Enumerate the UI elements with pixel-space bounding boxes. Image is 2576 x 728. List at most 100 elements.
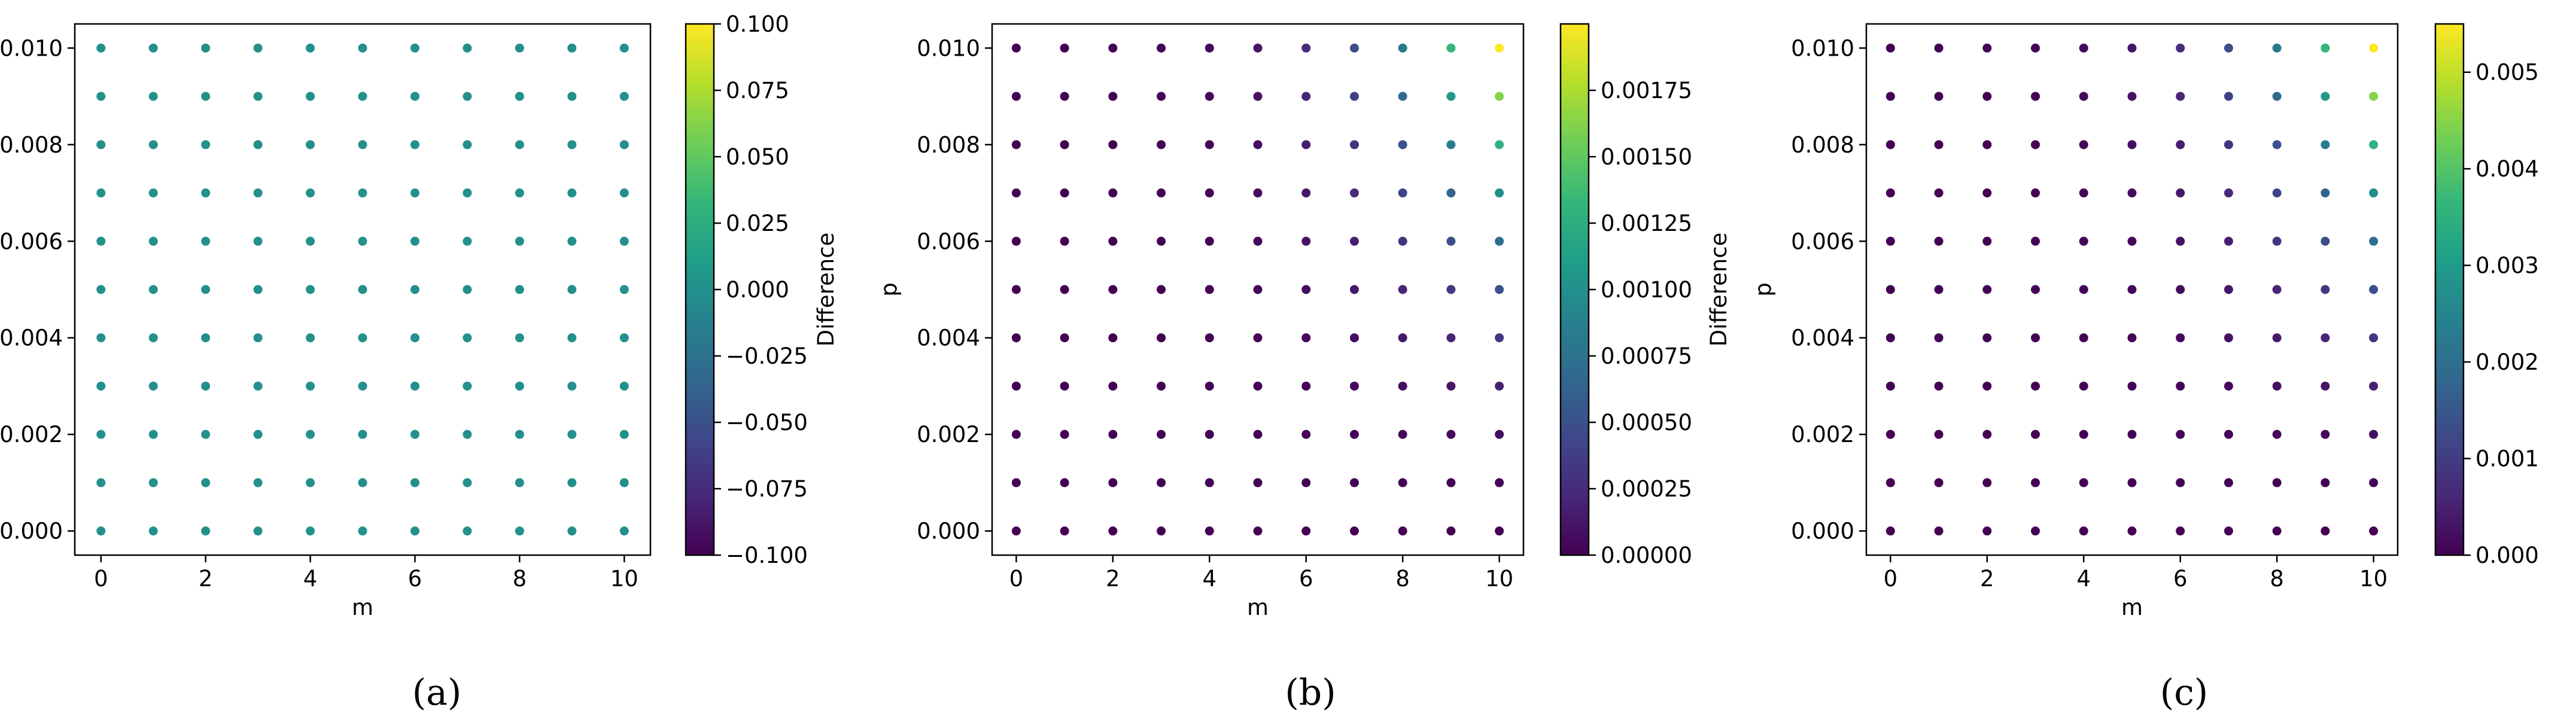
data-point (201, 236, 211, 246)
colorbar-tick-label: 0.00100 (1601, 277, 1692, 303)
data-point (1108, 92, 1118, 101)
data-point (2272, 381, 2282, 391)
data-point (1253, 381, 1263, 391)
data-point (253, 43, 263, 53)
data-point (2127, 478, 2137, 488)
y-tick-label: 0.006 (0, 229, 63, 254)
data-point (515, 140, 524, 150)
x-tick-label: 0 (1884, 566, 1898, 592)
data-point (2369, 430, 2379, 439)
data-point (1108, 43, 1118, 53)
data-point (2320, 526, 2330, 536)
data-point (96, 236, 106, 246)
colorbar-tick-label: −0.075 (726, 476, 808, 502)
y-tick-label: 0.010 (917, 35, 980, 61)
data-point (463, 140, 472, 150)
data-point (1060, 430, 1069, 439)
data-point (1108, 285, 1118, 294)
colorbar-tick-label: 0.100 (726, 11, 789, 37)
x-tick-label: 6 (1299, 566, 1313, 592)
data-point (1495, 526, 1504, 536)
data-point (619, 430, 629, 439)
x-tick-label: 8 (1395, 566, 1410, 592)
data-point (515, 188, 524, 198)
data-point (2369, 140, 2379, 150)
data-point (253, 188, 263, 198)
data-point (1253, 43, 1263, 53)
data-point (1060, 526, 1069, 536)
data-point (2272, 43, 2282, 53)
x-tick-label: 10 (1485, 566, 1513, 592)
x-tick-label: 10 (2359, 566, 2388, 592)
y-tick-label: 0.010 (0, 35, 63, 61)
data-point (358, 140, 367, 150)
colorbar-tick-label: 0.005 (2475, 60, 2539, 86)
y-tick-label: 0.010 (1791, 35, 1854, 61)
data-point (1253, 526, 1263, 536)
data-point (1157, 430, 1166, 439)
data-point (253, 333, 263, 343)
data-point (2369, 381, 2379, 391)
data-point (2079, 236, 2088, 246)
data-point (306, 43, 315, 53)
data-point (2369, 188, 2379, 198)
data-point (2031, 285, 2040, 294)
x-tick-label: 6 (408, 566, 422, 592)
colorbar-tick-label: 0.002 (2475, 349, 2539, 375)
data-point (410, 236, 419, 246)
axes-frame (1865, 23, 2399, 556)
data-point (2127, 333, 2137, 343)
data-point (2079, 430, 2088, 439)
data-point (2176, 188, 2185, 198)
x-tick-label: 2 (1980, 566, 1994, 592)
data-point (1446, 285, 1456, 294)
data-point (1205, 188, 1214, 198)
x-tick-label: 8 (513, 566, 527, 592)
data-point (306, 381, 315, 391)
data-point (2224, 236, 2233, 246)
colorbar-tick-label: −0.050 (726, 410, 808, 435)
data-point (1253, 236, 1263, 246)
data-point (201, 188, 211, 198)
colorbar-tick-label: −0.025 (726, 343, 808, 369)
data-point (148, 188, 158, 198)
data-point (148, 92, 158, 101)
x-tick-label: 2 (199, 566, 213, 592)
data-point (1495, 285, 1504, 294)
data-point (1934, 188, 1944, 198)
y-tick-label: 0.004 (917, 325, 980, 351)
data-point (1205, 526, 1214, 536)
data-point (1885, 381, 1895, 391)
data-point (2127, 92, 2137, 101)
data-point (2176, 381, 2185, 391)
colorbar-tick-label: 0.004 (2475, 156, 2539, 182)
data-point (463, 92, 472, 101)
data-point (2176, 43, 2185, 53)
data-point (463, 381, 472, 391)
data-point (1349, 381, 1359, 391)
data-point (306, 140, 315, 150)
data-point (1446, 430, 1456, 439)
data-point (1301, 430, 1311, 439)
data-point (1253, 140, 1263, 150)
data-point (2127, 236, 2137, 246)
data-point (2224, 43, 2233, 53)
data-point (463, 188, 472, 198)
data-point (201, 526, 211, 536)
data-point (201, 92, 211, 101)
data-point (1446, 92, 1456, 101)
data-point (2031, 92, 2040, 101)
data-point (2369, 285, 2379, 294)
data-point (1157, 43, 1166, 53)
data-point (358, 188, 367, 198)
data-point (410, 188, 419, 198)
x-axis-label: m (352, 595, 373, 620)
data-point (201, 478, 211, 488)
data-point (2320, 140, 2330, 150)
data-point (96, 285, 106, 294)
colorbar-tick-label: 0.00150 (1601, 144, 1692, 170)
data-point (1495, 236, 1504, 246)
data-point (1060, 92, 1069, 101)
data-point (1885, 188, 1895, 198)
